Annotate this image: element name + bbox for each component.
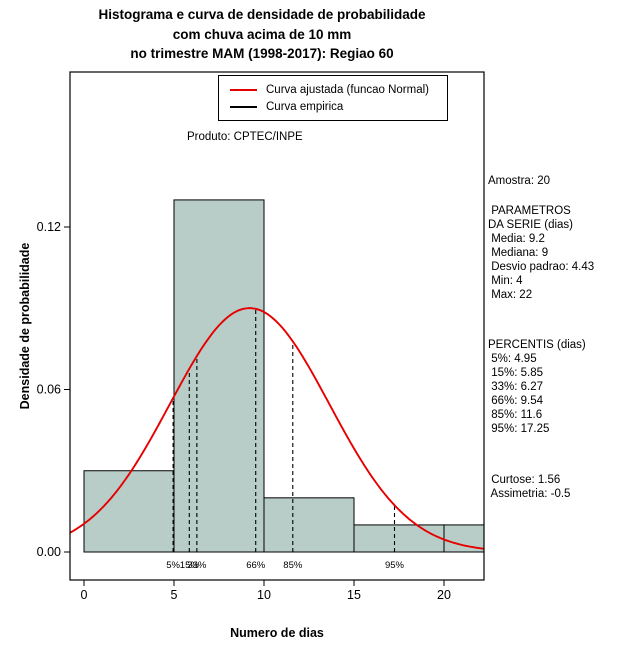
stats-line: 66%: 9.54	[488, 395, 543, 407]
legend-item-label: Curva ajustada (funcao Normal)	[266, 83, 429, 96]
title-line-2: com chuva acima de 10 mm	[172, 26, 352, 42]
product-annotation: Produto: CPTEC/INPE	[187, 131, 303, 143]
stats-line: Amostra: 20	[488, 175, 550, 187]
stats-panel: Amostra: 20 PARAMETROS DA SERIE (dias) Me…	[488, 174, 594, 501]
x-tick-label: 20	[437, 588, 451, 602]
stats-line: 15%: 5.85	[488, 367, 543, 379]
stats-line: Max: 22	[488, 289, 533, 301]
legend-item-label: Curva empirica	[266, 100, 344, 113]
legend-line-sample	[230, 88, 257, 91]
x-axis-label: Numero de dias	[230, 626, 324, 640]
percentile-label: 15%	[180, 560, 200, 571]
percentile-label: 5%	[166, 560, 180, 571]
histogram-bar	[353, 524, 445, 553]
stats-group: PERCENTIS (dias) 5%: 4.95 15%: 5.85 33%:…	[488, 338, 594, 436]
stats-line: Desvio padrao: 4.43	[488, 261, 595, 273]
percentile-label: 95%	[385, 560, 405, 571]
chart-title: Histograma e curva de densidade de proba…	[0, 5, 524, 64]
legend-item: Curva empirica	[230, 101, 447, 113]
y-tick-label: 0.00	[37, 545, 61, 559]
legend-item: Curva ajustada (funcao Normal)	[230, 84, 447, 96]
stats-line: PARAMETROS	[488, 205, 571, 217]
percentile-label: 85%	[283, 560, 303, 571]
plot-border	[69, 71, 485, 581]
stats-line: PERCENTIS (dias)	[488, 339, 586, 351]
stats-group: Amostra: 20	[488, 174, 594, 188]
x-tick-label: 0	[81, 588, 88, 602]
stats-group: PARAMETROS DA SERIE (dias) Media: 9.2 Med…	[488, 204, 594, 302]
stats-line: Min: 4	[488, 275, 523, 287]
stats-line: Curtose: 1.56	[488, 474, 561, 486]
stats-line: 85%: 11.6	[488, 409, 543, 421]
stats-line: 95%: 17.25	[488, 423, 550, 435]
x-tick-label: 15	[347, 588, 361, 602]
normal-curve	[70, 307, 484, 550]
histogram-bar	[263, 497, 355, 553]
histogram-bar	[443, 524, 484, 553]
stats-group: Curtose: 1.56 Assimetria: -0.5	[488, 473, 594, 501]
y-tick-label: 0.06	[37, 383, 61, 397]
stats-line: Assimetria: -0.5	[488, 488, 571, 500]
title-line-1: Histograma e curva de densidade de proba…	[98, 7, 426, 22]
stats-line: 33%: 6.27	[488, 381, 543, 393]
percentile-label: 66%	[246, 560, 266, 571]
y-axis-label: Densidade de probabilidade	[18, 242, 32, 410]
y-tick-label: 0.12	[37, 220, 61, 234]
stats-line: 5%: 4.95	[488, 353, 537, 365]
stats-line: Mediana: 9	[488, 247, 549, 259]
histogram-bar	[173, 199, 265, 553]
x-tick-label: 10	[257, 588, 271, 602]
stats-line: Media: 9.2	[488, 233, 545, 245]
percentile-label: 33%	[187, 560, 207, 571]
stats-line: DA SERIE (dias)	[488, 219, 573, 231]
legend-line-sample	[230, 105, 257, 108]
x-tick-label: 5	[171, 588, 178, 602]
legend: Curva ajustada (funcao Normal) Curva empi…	[218, 75, 448, 121]
title-line-3: no trimestre MAM (1998-2017): Regiao 60	[130, 46, 394, 61]
